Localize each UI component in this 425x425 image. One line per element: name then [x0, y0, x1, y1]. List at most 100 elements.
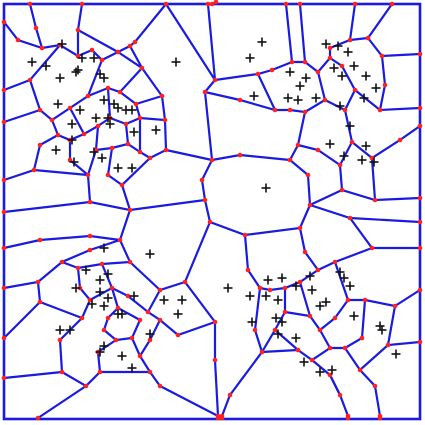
plus-marker	[103, 293, 113, 303]
plus-marker	[273, 329, 283, 339]
plus-marker	[369, 157, 379, 167]
dot-marker	[417, 339, 423, 345]
plus-marker	[349, 61, 359, 71]
voronoi-edge	[58, 298, 92, 374]
dot-marker	[182, 279, 188, 285]
plus-marker	[91, 113, 101, 123]
dot-marker	[1, 209, 7, 215]
voronoi-edges	[2, 0, 422, 420]
voronoi-edge	[366, 2, 394, 40]
dot-marker	[202, 197, 208, 203]
dot-marker	[145, 309, 151, 315]
dot-marker	[117, 89, 123, 95]
plus-marker	[293, 95, 303, 105]
dot-marker	[339, 187, 345, 193]
plus-marker	[71, 283, 81, 293]
plus-marker	[145, 249, 155, 259]
dot-marker	[283, 1, 289, 7]
plus-marker	[307, 285, 317, 295]
dot-marker	[322, 97, 328, 103]
dot-marker	[315, 147, 321, 153]
dot-marker	[175, 332, 181, 338]
voronoi-edge	[370, 156, 377, 202]
dot-marker	[59, 369, 65, 375]
dot-marker	[35, 415, 41, 421]
plus-marker	[117, 351, 127, 361]
voronoi-edge	[124, 122, 142, 154]
dot-marker	[327, 45, 333, 51]
plus-marker	[103, 113, 113, 123]
plus-marker	[333, 41, 343, 51]
dot-marker	[297, 1, 303, 7]
dot-marker	[417, 51, 423, 57]
voronoi-edge	[120, 183, 132, 212]
dot-marker	[302, 109, 308, 115]
plus-marker	[257, 37, 267, 47]
plus-marker	[53, 99, 63, 109]
voronoi-edge	[50, 118, 86, 142]
voronoi-edge	[128, 44, 144, 70]
dot-marker	[202, 89, 208, 95]
plus-marker	[357, 155, 367, 165]
plus-marker	[339, 273, 349, 283]
dot-marker	[242, 232, 248, 238]
dot-marker	[332, 259, 338, 265]
plus-marker	[67, 135, 77, 145]
plus-marker	[295, 81, 305, 91]
dot-marker	[87, 199, 93, 205]
plus-marker	[291, 281, 301, 291]
dot-marker	[342, 345, 348, 351]
plus-marker	[77, 53, 87, 63]
dot-marker	[213, 0, 219, 5]
voronoi-edge	[76, 28, 120, 54]
dot-marker	[67, 105, 73, 111]
plus-marker	[99, 73, 109, 83]
plus-marker	[127, 363, 137, 373]
plus-marker	[117, 309, 127, 319]
dot-marker	[87, 297, 93, 303]
dot-marker	[417, 287, 423, 293]
voronoi-edge	[134, 94, 164, 106]
plus-marker	[71, 67, 81, 77]
dot-marker	[132, 39, 138, 45]
dot-marker	[127, 207, 133, 213]
voronoi-edge	[220, 348, 300, 418]
dot-marker	[137, 149, 143, 155]
dot-marker	[117, 237, 123, 243]
dot-marker	[157, 317, 163, 323]
dot-marker	[67, 157, 73, 163]
plus-marker	[105, 119, 115, 129]
voronoi-edge	[164, 148, 214, 162]
dot-marker	[39, 45, 45, 51]
voronoi-edge	[210, 153, 292, 162]
dot-marker	[352, 1, 358, 7]
plus-marker	[345, 121, 355, 131]
plus-marker	[321, 297, 331, 307]
dot-marker	[307, 202, 313, 208]
voronoi-edge	[358, 368, 382, 418]
dot-marker	[81, 131, 87, 137]
dot-marker	[59, 259, 65, 265]
voronoi-edge	[110, 286, 162, 314]
voronoi-edge	[310, 358, 350, 418]
dot-marker	[137, 353, 143, 359]
plus-marker	[171, 57, 181, 67]
dot-marker	[123, 121, 129, 127]
dot-marker	[27, 77, 33, 83]
voronoi-edge	[2, 370, 64, 380]
dot-marker	[127, 43, 133, 49]
dot-marker	[359, 335, 365, 341]
plus-marker	[273, 295, 283, 305]
dot-marker	[339, 63, 345, 69]
plus-marker	[299, 357, 309, 367]
voronoi-edge	[350, 124, 422, 160]
dot-marker	[272, 107, 278, 113]
plus-marker	[321, 39, 331, 49]
voronoi-edge	[273, 328, 332, 362]
plus-marker	[73, 65, 83, 75]
dot-marker	[125, 141, 131, 147]
dot-marker	[83, 383, 89, 389]
dot-marker	[337, 162, 343, 168]
dot-marker	[272, 327, 278, 333]
